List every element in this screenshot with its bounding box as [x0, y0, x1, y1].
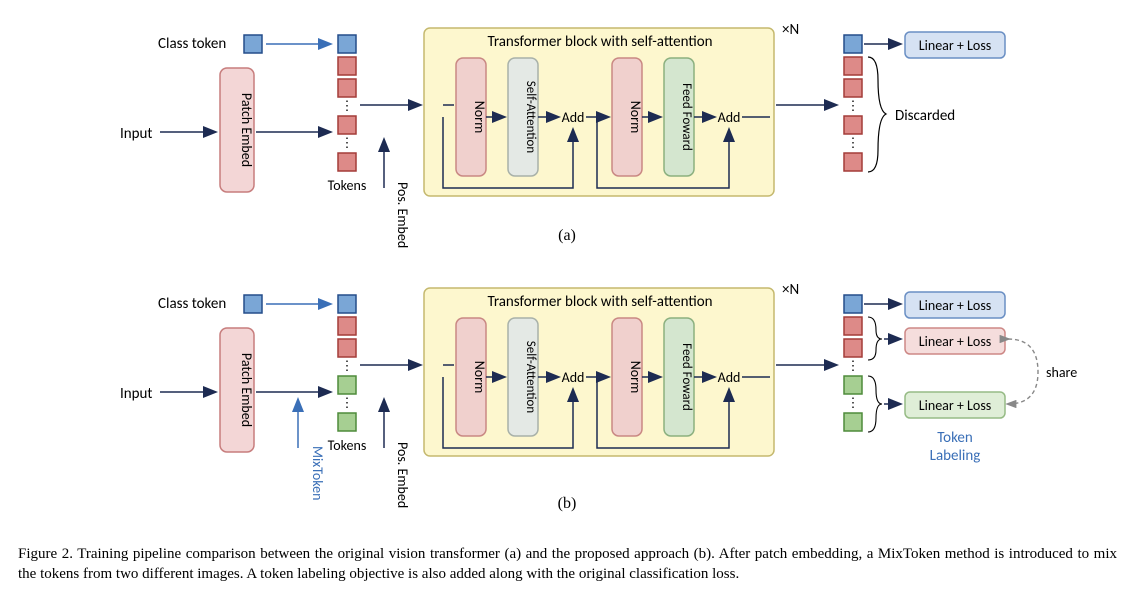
tokens-label: Tokens: [328, 177, 367, 194]
token-stack-in-b: ⋮ ⋮ Tokens: [328, 295, 367, 454]
input-label: Input: [120, 125, 152, 143]
mixtoken-text: MixToken: [309, 446, 326, 500]
token-green: [338, 376, 356, 394]
add2-a: Add: [718, 109, 741, 126]
token-red: [338, 116, 356, 134]
linear-loss-text-a: Linear + Loss: [919, 37, 992, 54]
xn-b: ×N: [782, 281, 799, 299]
tblock-title-a: Transformer block with self-attention: [487, 33, 712, 51]
norm1-text-a: Norm: [471, 101, 488, 133]
token-red: [844, 57, 862, 75]
patch-embed-text: Patch Embed: [238, 93, 255, 167]
token-red: [338, 57, 356, 75]
linear-loss-green-text: Linear + Loss: [919, 397, 992, 414]
norm1-text-b: Norm: [471, 361, 488, 393]
ellipsis: ⋮: [847, 98, 860, 113]
share-arc: [1008, 339, 1038, 404]
norm2-text-b: Norm: [627, 361, 644, 393]
patch-embed-text-b: Patch Embed: [238, 353, 255, 427]
tokens-label-b: Tokens: [328, 437, 367, 454]
token-red: [338, 317, 356, 335]
selfattn-text-b: Self-Attention: [523, 341, 538, 414]
ellipsis: ⋮: [847, 395, 860, 410]
token-stack-out-a: ⋮ ⋮: [844, 35, 862, 171]
xn-a: ×N: [782, 21, 799, 39]
ellipsis: ⋮: [341, 98, 354, 113]
token-green: [844, 413, 862, 431]
class-token-square-b: [244, 295, 262, 313]
token-class: [844, 35, 862, 53]
linear-loss-pink-text: Linear + Loss: [919, 333, 992, 350]
brace-b-top: [868, 317, 882, 360]
share-text: share: [1046, 364, 1077, 381]
norm2-text-a: Norm: [627, 101, 644, 133]
token-red: [844, 153, 862, 171]
ellipsis: ⋮: [341, 395, 354, 410]
class-token-label: Class token: [158, 35, 226, 53]
tblock-title-b: Transformer block with self-attention: [487, 293, 712, 311]
token-red: [844, 317, 862, 335]
panel-a-label: (a): [558, 227, 576, 244]
token-class: [844, 295, 862, 313]
selfattn-text-a: Self-Attention: [523, 81, 538, 154]
class-token-square: [244, 35, 262, 53]
pos-embed-text-a: Pos. Embed: [394, 182, 411, 248]
panel-b: Class token Input Patch Embed MixToken ⋮…: [120, 281, 1077, 512]
add1-b: Add: [562, 369, 585, 386]
token-stack-in-a: ⋮ ⋮ Tokens: [328, 35, 367, 194]
token-class: [338, 35, 356, 53]
token-red: [338, 79, 356, 97]
token-red: [844, 116, 862, 134]
panel-b-label: (b): [558, 495, 577, 512]
figure-caption: Figure 2. Training pipeline comparison b…: [0, 540, 1135, 595]
panel-a: Class token Input Patch Embed ⋮ ⋮ Tokens…: [120, 21, 1005, 248]
ff-text-a: Feed Foward: [679, 83, 694, 151]
ellipsis: ⋮: [341, 358, 354, 373]
token-class: [338, 295, 356, 313]
ellipsis: ⋮: [341, 135, 354, 150]
class-token-label-b: Class token: [158, 295, 226, 313]
token-red: [844, 339, 862, 357]
linear-loss-blue-text: Linear + Loss: [919, 297, 992, 314]
diagram-svg: Class token Input Patch Embed ⋮ ⋮ Tokens…: [0, 0, 1135, 540]
token-red: [338, 339, 356, 357]
token-green: [338, 413, 356, 431]
token-labeling-l1: Token: [937, 429, 973, 447]
add1-a: Add: [562, 109, 585, 126]
input-label-b: Input: [120, 385, 152, 403]
discarded-text: Discarded: [895, 107, 955, 125]
ellipsis: ⋮: [847, 358, 860, 373]
token-green: [844, 376, 862, 394]
token-red: [844, 79, 862, 97]
add2-b: Add: [718, 369, 741, 386]
pos-embed-text-b: Pos. Embed: [394, 442, 411, 508]
token-red: [338, 153, 356, 171]
token-stack-out-b: ⋮ ⋮: [844, 295, 862, 431]
token-labeling-l2: Labeling: [930, 447, 981, 465]
brace-a: [868, 57, 886, 172]
ff-text-b: Feed Foward: [679, 343, 694, 411]
ellipsis: ⋮: [847, 135, 860, 150]
brace-b-bot: [868, 376, 882, 432]
